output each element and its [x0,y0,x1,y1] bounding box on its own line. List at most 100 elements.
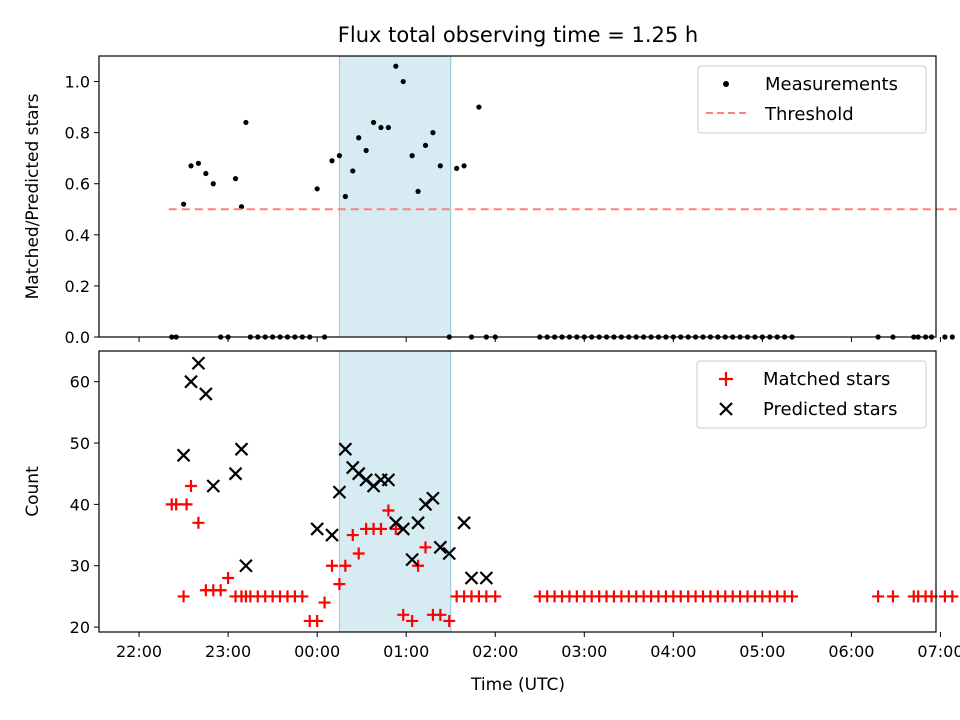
y-tick-label: 0.8 [65,124,90,143]
legend-box-top [697,65,927,134]
y-axis-label-top: Matched/Predicted stars [23,93,43,299]
y-tick-label: 20 [70,618,90,637]
legend-marker-matched [719,372,733,386]
matched-star-point [170,498,183,511]
x-tick-label: 04:00 [650,642,696,661]
matched-star-point [192,516,205,529]
matched-star-point [412,559,425,572]
measurement-point [195,160,202,166]
matched-star-point [346,529,359,542]
legend-marker-measurements [723,81,729,87]
measurement-point [210,181,216,187]
measurement-point [393,63,399,69]
matched-star-point [333,578,346,591]
measurement-point [385,124,391,131]
observing-window-bottom [338,350,452,633]
x-tick-label: 00:00 [294,642,340,661]
legend-marker-predicted [719,402,733,416]
legend-label-predicted: Predicted stars [763,399,897,420]
predicted-star-point [381,473,396,487]
measurement-point [314,186,320,192]
chart-title: Flux total observing time = 1.25 h [338,23,698,47]
predicted-star-point [184,374,198,389]
predicted-star-point [433,540,448,555]
predicted-star-point [405,552,419,567]
measurement-point [437,163,443,169]
predicted-star-point [199,387,213,401]
predicted-star-point [411,516,425,530]
legend-box-bottom [696,360,927,429]
matched-star-point [177,590,190,603]
predicted-star-point [479,571,494,585]
matched-star-point [214,584,227,597]
predicted-star-point [239,558,253,573]
x-tick-label: 05:00 [739,642,785,661]
measurement-point [476,104,482,110]
matched-star-point [434,608,447,621]
y-tick-label: 0.0 [65,328,90,347]
x-tick-label: 02:00 [472,642,518,661]
predicted-star-point [464,571,479,585]
predicted-star-point [176,448,191,463]
predicted-star-point [338,442,353,456]
y-axis-label-bottom: Count [23,466,43,517]
legend-bottom: Matched stars Predicted stars [696,360,927,429]
measurement-point [203,170,209,177]
x-tick-label: 07:00 [917,642,960,661]
y-tick-label: 60 [70,373,90,392]
measurement-point [232,176,239,182]
matched-star-point [443,614,456,627]
x-ticks-bottom: 22:00 23:00 00:00 01:00 02:00 03:00 04:00 05:00… [116,632,960,661]
measurement-point [461,163,467,169]
predicted-star-point [396,522,411,536]
matched-star-point [946,590,959,603]
legend-label-threshold: Threshold [764,104,854,125]
legend-label-measurements: Measurements [765,74,898,95]
marks-bottom [165,356,959,627]
matched-star-point [419,541,432,554]
predicted-star-point [325,528,339,542]
panel-count: 20 30 40 50 60 22:00 23:00 00:00 01:00 02:00 03:0… [23,350,960,661]
matched-star-point [886,590,899,603]
matched-star-point [296,590,309,603]
measurement-point [400,78,406,85]
predicted-star-point [332,485,347,499]
x-axis-label: Time (UTC) [470,675,565,695]
x-tick-label: 23:00 [205,642,251,661]
y-tick-label: 40 [70,495,90,514]
panel-ratio: 0.0 0.2 0.4 0.6 0.8 1.0 Matched/Predicted sta… [23,55,960,347]
matched-star-point [389,522,402,535]
matched-star-point [397,608,410,621]
predicted-star-point [442,546,457,561]
predicted-star-point [426,491,440,506]
matched-star-point [406,614,419,627]
matched-star-point [311,614,324,627]
x-tick-label: 03:00 [561,642,607,661]
measurement-point [356,135,362,141]
measurement-point [415,188,421,194]
measurement-point [329,158,335,164]
predicted-star-point [206,479,221,493]
y-tick-label: 0.2 [65,277,90,296]
measurement-point [243,119,249,126]
axes-frame-top [98,55,937,338]
measurement-point [949,334,955,340]
measurement-point [342,193,348,200]
measurement-point [363,147,369,154]
measurement-point [370,119,377,126]
predicted-star-point [457,516,471,530]
observing-window-top [338,55,452,338]
measurement-point [409,153,415,159]
y-tick-label: 50 [70,434,90,453]
legend-label-matched: Matched stars [763,369,890,390]
matched-star-point [339,559,352,572]
matched-star-point [352,547,365,560]
predicted-star-point [234,442,249,456]
matched-star-point [374,522,387,535]
x-tick-label: 22:00 [116,642,162,661]
measurement-point [336,153,343,159]
measurement-point [350,168,356,174]
legend-top: Measurements Threshold [697,65,927,134]
y-tick-label: 30 [70,557,90,576]
